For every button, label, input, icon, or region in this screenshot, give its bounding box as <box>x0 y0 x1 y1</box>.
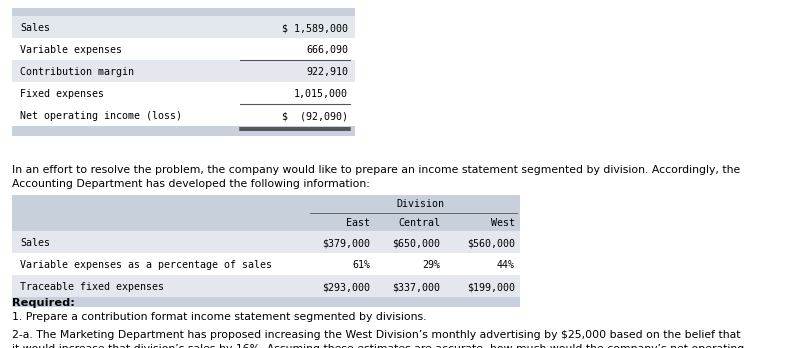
Bar <box>12 253 520 275</box>
Text: Variable expenses: Variable expenses <box>20 45 122 55</box>
Bar <box>12 297 520 307</box>
Bar <box>12 104 355 126</box>
Bar <box>12 8 355 16</box>
Text: 1,015,000: 1,015,000 <box>294 89 348 99</box>
Text: West: West <box>491 218 515 228</box>
Text: 2-a. The Marketing Department has proposed increasing the West Division’s monthl: 2-a. The Marketing Department has propos… <box>12 330 744 348</box>
Text: Variable expenses as a percentage of sales: Variable expenses as a percentage of sal… <box>20 260 272 270</box>
Text: Contribution margin: Contribution margin <box>20 67 134 77</box>
Text: Central: Central <box>398 218 440 228</box>
Bar <box>12 213 520 231</box>
Text: Fixed expenses: Fixed expenses <box>20 89 104 99</box>
Text: East: East <box>346 218 370 228</box>
Text: $  (92,090): $ (92,090) <box>282 111 348 121</box>
Text: Division: Division <box>396 199 444 209</box>
Bar <box>12 60 355 82</box>
Text: Sales: Sales <box>20 238 50 248</box>
Text: $293,000: $293,000 <box>322 282 370 292</box>
Text: Sales: Sales <box>20 23 50 33</box>
Text: $337,000: $337,000 <box>392 282 440 292</box>
Text: $379,000: $379,000 <box>322 238 370 248</box>
Text: Net operating income (loss): Net operating income (loss) <box>20 111 182 121</box>
Bar <box>12 38 355 60</box>
Text: 29%: 29% <box>422 260 440 270</box>
Text: 44%: 44% <box>497 260 515 270</box>
Text: In an effort to resolve the problem, the company would like to prepare an income: In an effort to resolve the problem, the… <box>12 165 740 189</box>
Bar <box>12 275 520 297</box>
Text: $ 1,589,000: $ 1,589,000 <box>282 23 348 33</box>
Text: $650,000: $650,000 <box>392 238 440 248</box>
Text: 61%: 61% <box>352 260 370 270</box>
Text: $199,000: $199,000 <box>467 282 515 292</box>
Text: Traceable fixed expenses: Traceable fixed expenses <box>20 282 164 292</box>
Text: 922,910: 922,910 <box>306 67 348 77</box>
Text: 666,090: 666,090 <box>306 45 348 55</box>
Bar <box>12 126 355 136</box>
Text: 1. Prepare a contribution format income statement segmented by divisions.: 1. Prepare a contribution format income … <box>12 312 426 322</box>
Text: Required:: Required: <box>12 298 75 308</box>
Bar <box>12 195 520 213</box>
Text: $560,000: $560,000 <box>467 238 515 248</box>
Bar <box>12 82 355 104</box>
Bar <box>12 231 520 253</box>
Bar <box>12 16 355 38</box>
